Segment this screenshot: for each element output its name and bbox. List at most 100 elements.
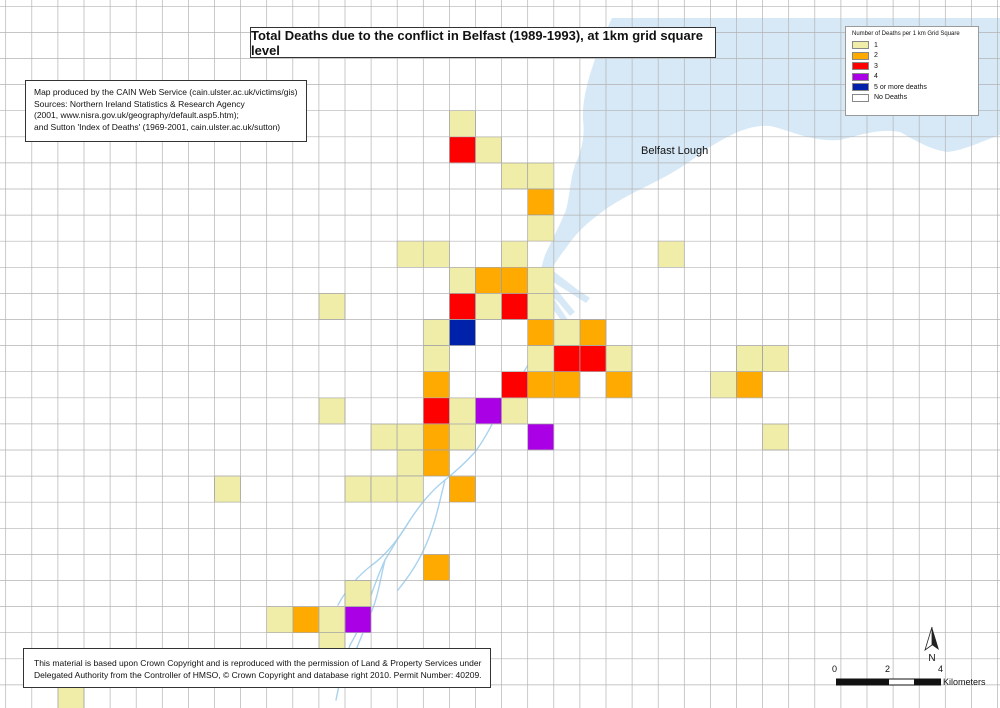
grid-cell-3 [449, 293, 476, 320]
legend-item: 2 [852, 51, 972, 62]
grid-cell-1 [370, 423, 398, 451]
legend-swatch [852, 62, 869, 71]
grid-cell-1 [318, 606, 346, 633]
legend-label: No Deaths [874, 94, 908, 102]
grid-cell-1 [57, 684, 85, 708]
legend-swatch [852, 72, 869, 81]
grid-cell-1 [449, 266, 476, 294]
grid-cell-2 [553, 371, 581, 399]
grid-cell-1 [396, 475, 424, 503]
grid-cell-1 [553, 319, 581, 346]
grid-cell-1 [475, 293, 502, 320]
scale-unit-label: Kilometers [943, 677, 986, 687]
grid-cell-3 [449, 136, 476, 164]
grid-cell-1 [318, 293, 346, 320]
north-arrow-icon: N [924, 626, 939, 662]
grid-cell-1 [396, 449, 424, 477]
grid-cell-1 [449, 423, 476, 451]
grid-cell-3 [553, 345, 581, 373]
copyright-line: Delegated Authority from the Controller … [34, 669, 482, 680]
grid-cell-1 [762, 345, 789, 373]
grid-cell-1 [605, 345, 633, 373]
scale-tick-label: 4 [938, 664, 944, 674]
legend-swatch [852, 93, 869, 102]
grid-cell-1 [501, 397, 529, 425]
grid-cell-2 [527, 188, 555, 216]
grid-cell-2 [292, 606, 320, 633]
grid-cell-2 [501, 266, 529, 294]
legend-item: 5 or more deaths [852, 82, 972, 93]
copyright-notice: This material is based upon Crown Copyri… [23, 648, 491, 688]
legend-label: 5 or more deaths [874, 83, 927, 91]
grid-cell-1 [396, 240, 424, 268]
grid-cell-3 [501, 293, 529, 320]
grid-cell-1 [501, 162, 529, 190]
grid-cell-1 [318, 397, 346, 425]
grid-cell-2 [449, 475, 476, 503]
legend-item: 4 [852, 72, 972, 83]
scale-tick-label: 2 [885, 664, 891, 674]
grid-cell-3 [501, 371, 529, 399]
grid-cell-4 [475, 397, 502, 425]
grid-cell-1 [501, 240, 529, 268]
grid-cell-2 [527, 371, 555, 399]
grid-cell-2 [422, 554, 450, 581]
legend-swatch [852, 51, 869, 60]
grid-cell-1 [475, 136, 502, 164]
map-title-box: Total Deaths due to the conflict in Belf… [250, 27, 716, 58]
legend-swatch [852, 83, 869, 92]
grid-cell-1 [710, 371, 737, 399]
grid-cell-1 [449, 110, 476, 138]
grid-cell-3 [422, 397, 450, 425]
grid-cell-3 [579, 345, 607, 373]
grid-cell-1 [214, 475, 241, 503]
grid-cell-1 [266, 606, 294, 633]
scale-bar: 0 2 4 Kilometers [826, 664, 986, 694]
grid-cell-1 [527, 345, 555, 373]
map-title: Total Deaths due to the conflict in Belf… [251, 27, 703, 58]
legend-swatch [852, 41, 869, 50]
grid-cell-1 [422, 345, 450, 373]
grid-cell-1 [422, 240, 450, 268]
legend: Number of Deaths per 1 km Grid Square 1 … [845, 26, 979, 116]
grid-cell-4 [344, 606, 372, 633]
grid-cell-1 [527, 162, 555, 190]
legend-item: 1 [852, 40, 972, 51]
legend-label: 2 [874, 52, 878, 60]
grid-cell-2 [422, 423, 450, 451]
source-line: (2001, www.nisra.gov.uk/geography/defaul… [34, 110, 239, 120]
scale-bar-graphic [836, 678, 941, 686]
grid-cell-1 [344, 580, 372, 607]
scale-tick-label: 0 [832, 664, 838, 674]
grid-cell-1 [422, 319, 450, 346]
source-line: Map produced by the CAIN Web Service (ca… [34, 87, 298, 97]
legend-item: 3 [852, 61, 972, 72]
grid-cell-1 [396, 423, 424, 451]
grid-cell-2 [736, 371, 763, 399]
grid-cell-1 [527, 214, 555, 242]
grid-cell-1 [527, 293, 555, 320]
source-info-box: Map produced by the CAIN Web Service (ca… [25, 80, 307, 142]
legend-label: 1 [874, 41, 878, 49]
grid-cell-1 [527, 266, 555, 294]
grid-cell-2 [527, 319, 555, 346]
grid-cell-1 [657, 240, 685, 268]
grid-cell-1 [370, 475, 398, 503]
grid-cell-4 [527, 423, 555, 451]
legend-item: No Deaths [852, 93, 972, 104]
grid-cell-2 [422, 449, 450, 477]
grid-cell-2 [422, 371, 450, 399]
legend-label: 4 [874, 73, 878, 81]
grid-cell-2 [605, 371, 633, 399]
grid-cell-2 [475, 266, 502, 294]
grid-cell-1 [736, 345, 763, 373]
source-line: and Sutton 'Index of Deaths' (1969-2001,… [34, 121, 281, 132]
grid-cell-1 [344, 475, 372, 503]
grid-cell-1 [762, 423, 789, 451]
legend-title: Number of Deaths per 1 km Grid Square [852, 31, 960, 37]
grid-cell-1 [449, 397, 476, 425]
belfast-lough-label: Belfast Lough [641, 145, 708, 157]
copyright-line: This material is based upon Crown Copyri… [34, 658, 482, 668]
north-label: N [928, 653, 935, 662]
